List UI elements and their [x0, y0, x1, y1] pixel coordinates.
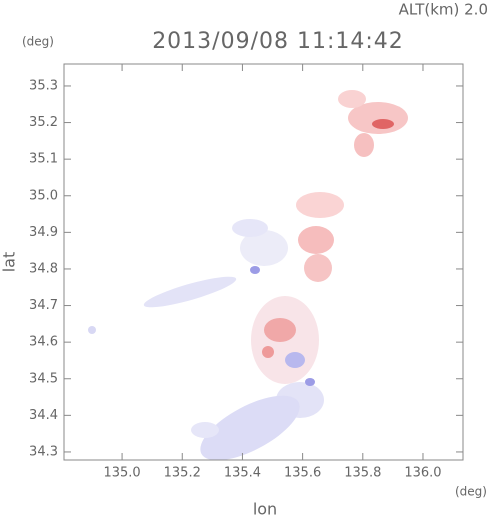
- plot-frame: [63, 63, 464, 461]
- x-tick-label: 136.0: [404, 466, 441, 481]
- y-tick-label: 35.3: [29, 78, 58, 93]
- x-unit: (deg): [455, 485, 487, 499]
- y-tick-label: 35.0: [29, 188, 58, 203]
- y-tick-label: 35.1: [29, 152, 58, 167]
- x-tick-label: 135.4: [224, 466, 261, 481]
- x-tick-label: 135.2: [164, 466, 201, 481]
- y-tick-label: 34.7: [29, 298, 58, 313]
- y-tick-label: 34.9: [29, 225, 58, 240]
- y-tick-label: 34.5: [29, 371, 58, 386]
- x-axis-label: lon: [253, 500, 277, 519]
- x-tick-label: 135.6: [284, 466, 321, 481]
- echo-field: [88, 90, 408, 461]
- y-tick-label: 34.8: [29, 261, 58, 276]
- y-tick-label: 34.4: [29, 408, 58, 423]
- y-tick-label: 34.3: [29, 444, 58, 459]
- y-tick-label: 35.2: [29, 115, 58, 130]
- chart-title: 2013/09/08 11:14:42: [152, 29, 404, 54]
- x-tick-label: 135.0: [103, 466, 140, 481]
- y-tick-label: 34.6: [29, 335, 58, 350]
- x-tick-label: 135.8: [344, 466, 381, 481]
- y-axis-label: lat: [0, 252, 19, 273]
- y-unit: (deg): [22, 35, 54, 49]
- annotation: ALT(km) 2.0: [399, 1, 488, 19]
